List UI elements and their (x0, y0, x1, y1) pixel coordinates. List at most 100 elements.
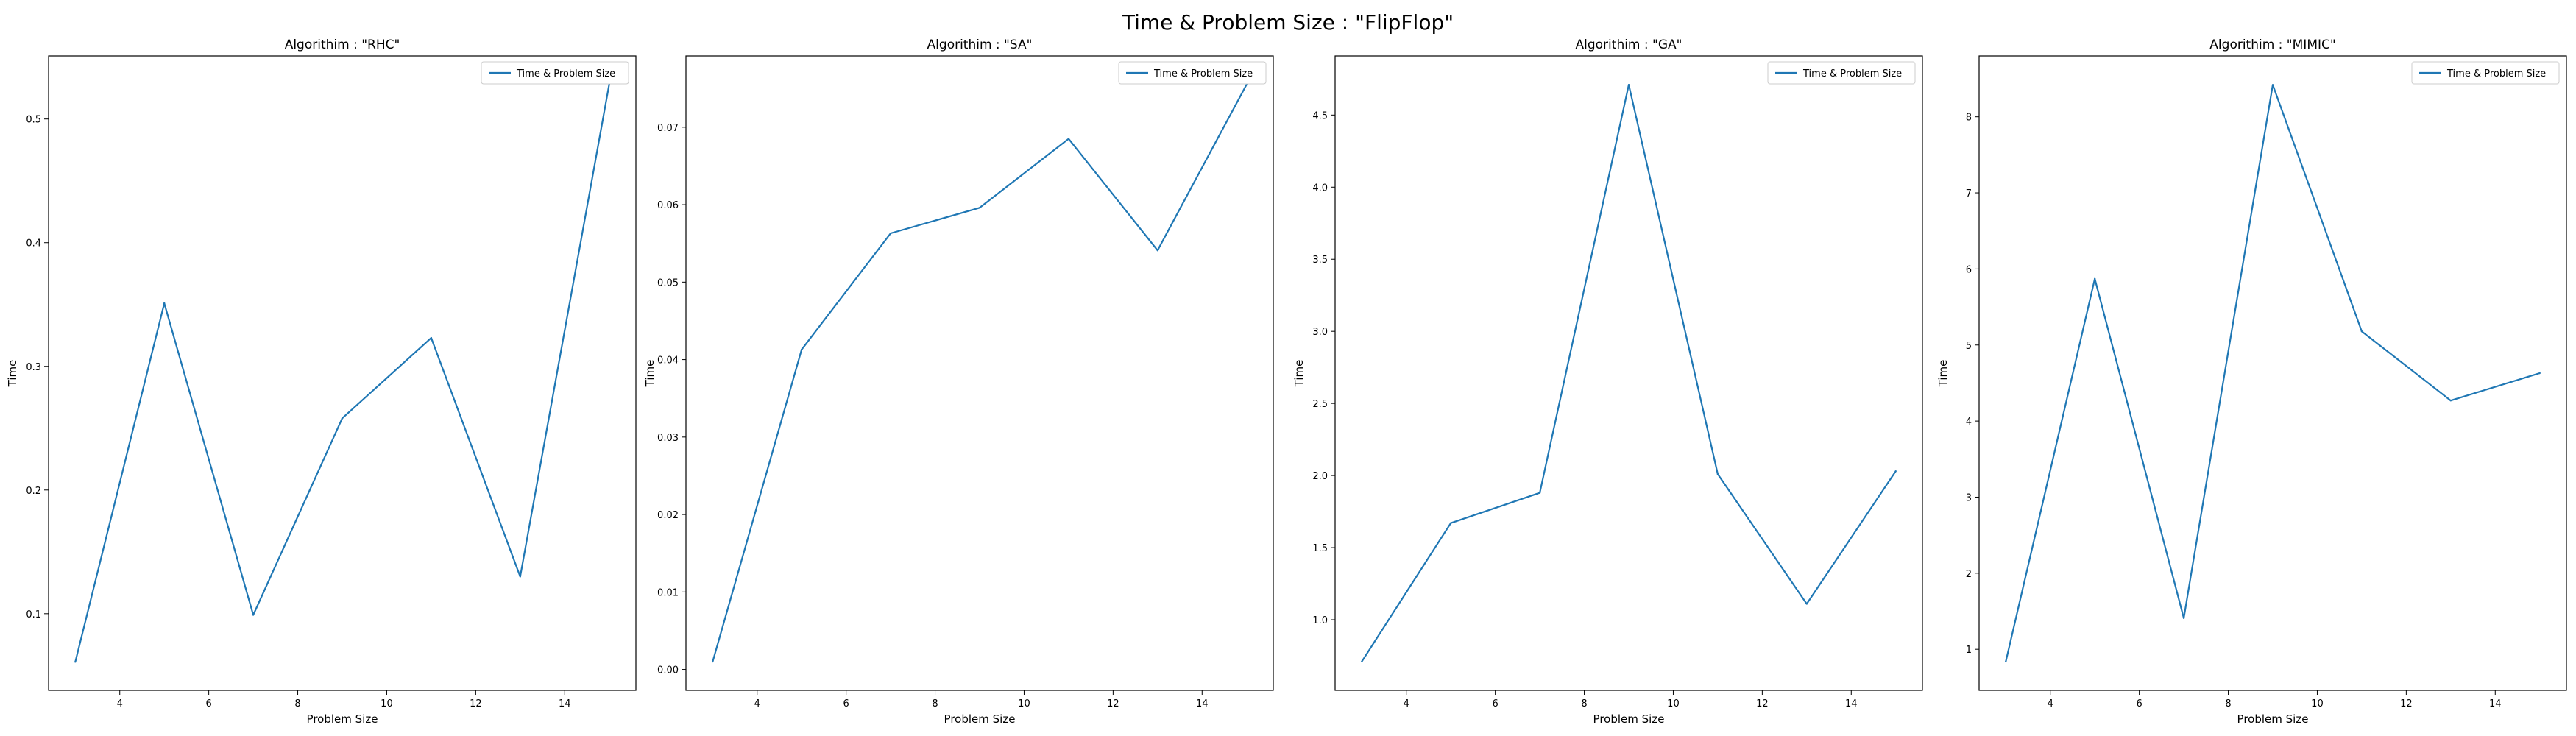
legend-label: Time & Problem Size (2446, 68, 2546, 79)
data-point (252, 614, 255, 616)
data-point (1156, 249, 1159, 252)
figure-title: Time & Problem Size : "FlipFlop" (1122, 10, 1454, 35)
subplot-title: Algorithim : "RHC" (285, 38, 400, 52)
data-point (2093, 277, 2096, 280)
axes-frame (48, 55, 637, 691)
x-tick-label: 6 (843, 698, 849, 710)
data-point (1894, 470, 1897, 473)
x-tick-label: 12 (1756, 698, 1769, 710)
data-point (1449, 522, 1452, 524)
data-point (74, 661, 77, 663)
x-tick-label: 8 (932, 698, 938, 710)
data-point (430, 336, 433, 339)
data-point (519, 576, 522, 578)
y-tick-label: 1.5 (1312, 543, 1328, 554)
x-tick-label: 8 (2225, 698, 2231, 710)
y-tick-label: 2.0 (1312, 471, 1328, 482)
y-tick-label: 4.0 (1312, 183, 1328, 194)
subplot-1: Algorithim : "RHC" 4 6 8 10 12 14 0.1 0.2 0.3 0.4 0… (6, 38, 637, 726)
x-tick-label: 12 (2400, 698, 2413, 710)
data-point (2538, 372, 2541, 375)
axes-frame (1334, 55, 1923, 691)
x-axis-label: Problem Size (944, 712, 1016, 726)
data-point (2360, 330, 2363, 333)
data-point (2449, 400, 2452, 402)
data-point (1627, 83, 1630, 86)
x-tick-label: 12 (470, 698, 482, 710)
legend-label: Time & Problem Size (1153, 68, 1253, 79)
y-tick-label: 3 (1966, 492, 1972, 503)
y-tick-label: 0.3 (26, 362, 41, 373)
legend-box (1118, 61, 1267, 85)
legend-box (1767, 61, 1916, 85)
y-axis-label: Time (1292, 360, 1306, 388)
x-tick-label: 4 (754, 698, 760, 710)
y-tick-label: 0.2 (26, 486, 41, 497)
x-tick-label: 6 (205, 698, 211, 710)
y-tick-label: 8 (1966, 113, 1972, 124)
data-point (1361, 660, 1363, 663)
legend: Time & Problem Size (481, 61, 629, 85)
x-tick-label: 4 (1404, 698, 1409, 710)
x-tick-label: 10 (1018, 698, 1030, 710)
data-point (2182, 617, 2185, 620)
x-axis-label: Problem Size (307, 712, 378, 726)
y-tick-label: 5 (1966, 341, 1972, 352)
data-point (978, 207, 981, 209)
y-tick-label: 0.06 (657, 200, 679, 211)
y-tick-label: 6 (1966, 264, 1972, 275)
subplot-2: Algorithim : "SA" 4 6 8 10 12 14 0.00 0.01 0.02 0.… (643, 38, 1274, 726)
subplot-4: Algorithim : "MIMIC"4 6 8 10 12 1412345678Pro… (1936, 38, 2567, 726)
data-point (341, 417, 344, 420)
x-tick-label: 12 (1107, 698, 1119, 710)
x-tick-label: 4 (117, 698, 123, 710)
data-point (1538, 492, 1541, 494)
y-tick-label: 4.5 (1312, 110, 1328, 121)
subplot-grid: Algorithim : "RHC"4 6 8 10 12 140.10.20.30.40… (6, 38, 2567, 726)
data-point (712, 660, 714, 663)
subplot-3: Algorithim : "GA" 4 6 8 10 12 14 1.0 1.5 2.0 2.5 3.… (1292, 38, 1923, 726)
data-point (1716, 473, 1719, 475)
data-point (2005, 660, 2007, 662)
y-tick-label: 1 (1966, 645, 1972, 656)
y-tick-label: 7 (1966, 188, 1972, 199)
subplot-title: Algorithim : "SA" (927, 38, 1033, 52)
legend-label: Time & Problem Size (516, 68, 615, 79)
y-tick-label: 0.1 (26, 609, 41, 620)
legend: Time & Problem Size (1118, 61, 1267, 85)
x-tick-label: 4 (2048, 698, 2053, 710)
y-axis-label: Time (6, 360, 19, 388)
y-tick-label: 1.0 (1312, 615, 1328, 626)
x-axis-label: Problem Size (2237, 712, 2309, 726)
data-point (800, 348, 803, 351)
axes-frame (1978, 55, 2567, 691)
data-point (2271, 84, 2274, 86)
y-tick-label: 3.5 (1312, 255, 1328, 266)
y-axis-label: Time (1936, 360, 1950, 388)
x-tick-label: 10 (1667, 698, 1680, 710)
subplot-title: Algorithim : "MIMIC" (2209, 38, 2335, 52)
y-axis-label: Time (643, 360, 657, 388)
y-tick-label: 0.5 (26, 115, 41, 126)
y-tick-label: 2.5 (1312, 399, 1328, 410)
y-tick-label: 0.07 (657, 123, 679, 134)
y-tick-label: 0.4 (26, 238, 41, 250)
y-tick-label: 0.01 (657, 587, 679, 598)
x-tick-label: 6 (1492, 698, 1498, 710)
y-tick-label: 3.0 (1312, 327, 1328, 338)
y-tick-label: 0.05 (657, 277, 679, 289)
x-tick-label: 14 (1196, 698, 1209, 710)
legend: Time & Problem Size (2411, 61, 2560, 85)
x-tick-label: 14 (1845, 698, 1858, 710)
legend-box (481, 61, 629, 85)
y-tick-label: 0.02 (657, 510, 679, 521)
axes-frame (685, 55, 1274, 691)
y-tick-label: 0.04 (657, 355, 679, 367)
legend-box (2411, 61, 2560, 85)
x-tick-label: 14 (2489, 698, 2502, 710)
x-tick-label: 6 (2136, 698, 2142, 710)
subplot-title: Algorithim : "GA" (1576, 38, 1682, 52)
x-tick-label: 10 (381, 698, 393, 710)
